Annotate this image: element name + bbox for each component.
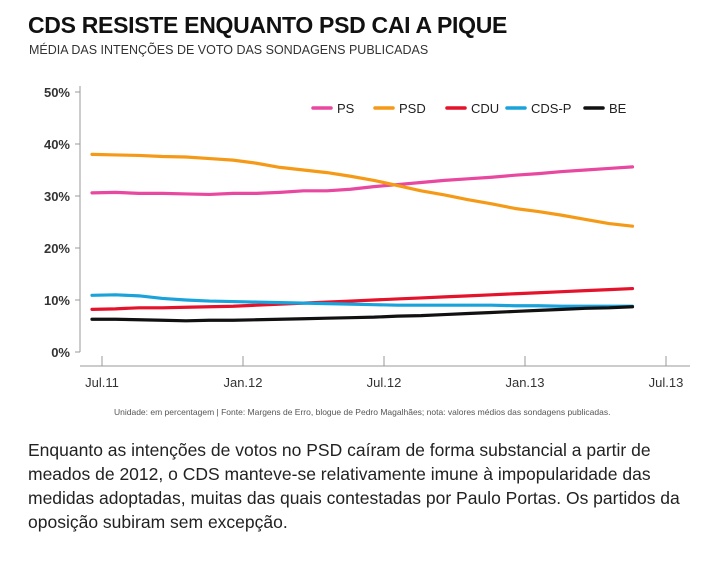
legend-label-be: BE (609, 101, 627, 116)
caption-text: Enquanto as intenções de votos no PSD ca… (28, 440, 680, 532)
legend-label-ps: PS (337, 101, 355, 116)
y-tick-label: 40% (44, 137, 70, 152)
x-tick-label: Jul.12 (367, 375, 402, 390)
line-chart: 0% 10% 20% 30% 40% 50% Jul.11 Jan.12 Jul.12 Jan.1… (44, 85, 690, 390)
source-note: Unidade: em percentagem | Fonte: Margens… (114, 407, 611, 417)
chart-title: CDS RESISTE ENQUANTO PSD CAI A PIQUE (28, 12, 508, 38)
legend-label-psd: PSD (399, 101, 426, 116)
x-tick-label: Jul.13 (649, 375, 684, 390)
legend-label-cdu: CDU (471, 101, 499, 116)
series-line-be (90, 305, 635, 323)
x-tick-label: Jan.13 (505, 375, 544, 390)
legend-label-cds-p: CDS-P (531, 101, 571, 116)
y-tick-label: 0% (51, 345, 70, 360)
y-tick-label: 10% (44, 293, 70, 308)
series-line-psd (90, 152, 635, 228)
series-line-cds-p (90, 293, 635, 308)
series-line-ps (90, 165, 635, 197)
series-line-cdu (90, 286, 635, 311)
chart-subtitle: MÉDIA DAS INTENÇÕES DE VOTO DAS SONDAGEN… (29, 43, 429, 57)
y-tick-label: 50% (44, 85, 70, 100)
y-tick-label: 20% (44, 241, 70, 256)
x-tick-label: Jul.11 (85, 375, 119, 390)
y-tick-label: 30% (44, 189, 70, 204)
x-tick-label: Jan.12 (223, 375, 262, 390)
